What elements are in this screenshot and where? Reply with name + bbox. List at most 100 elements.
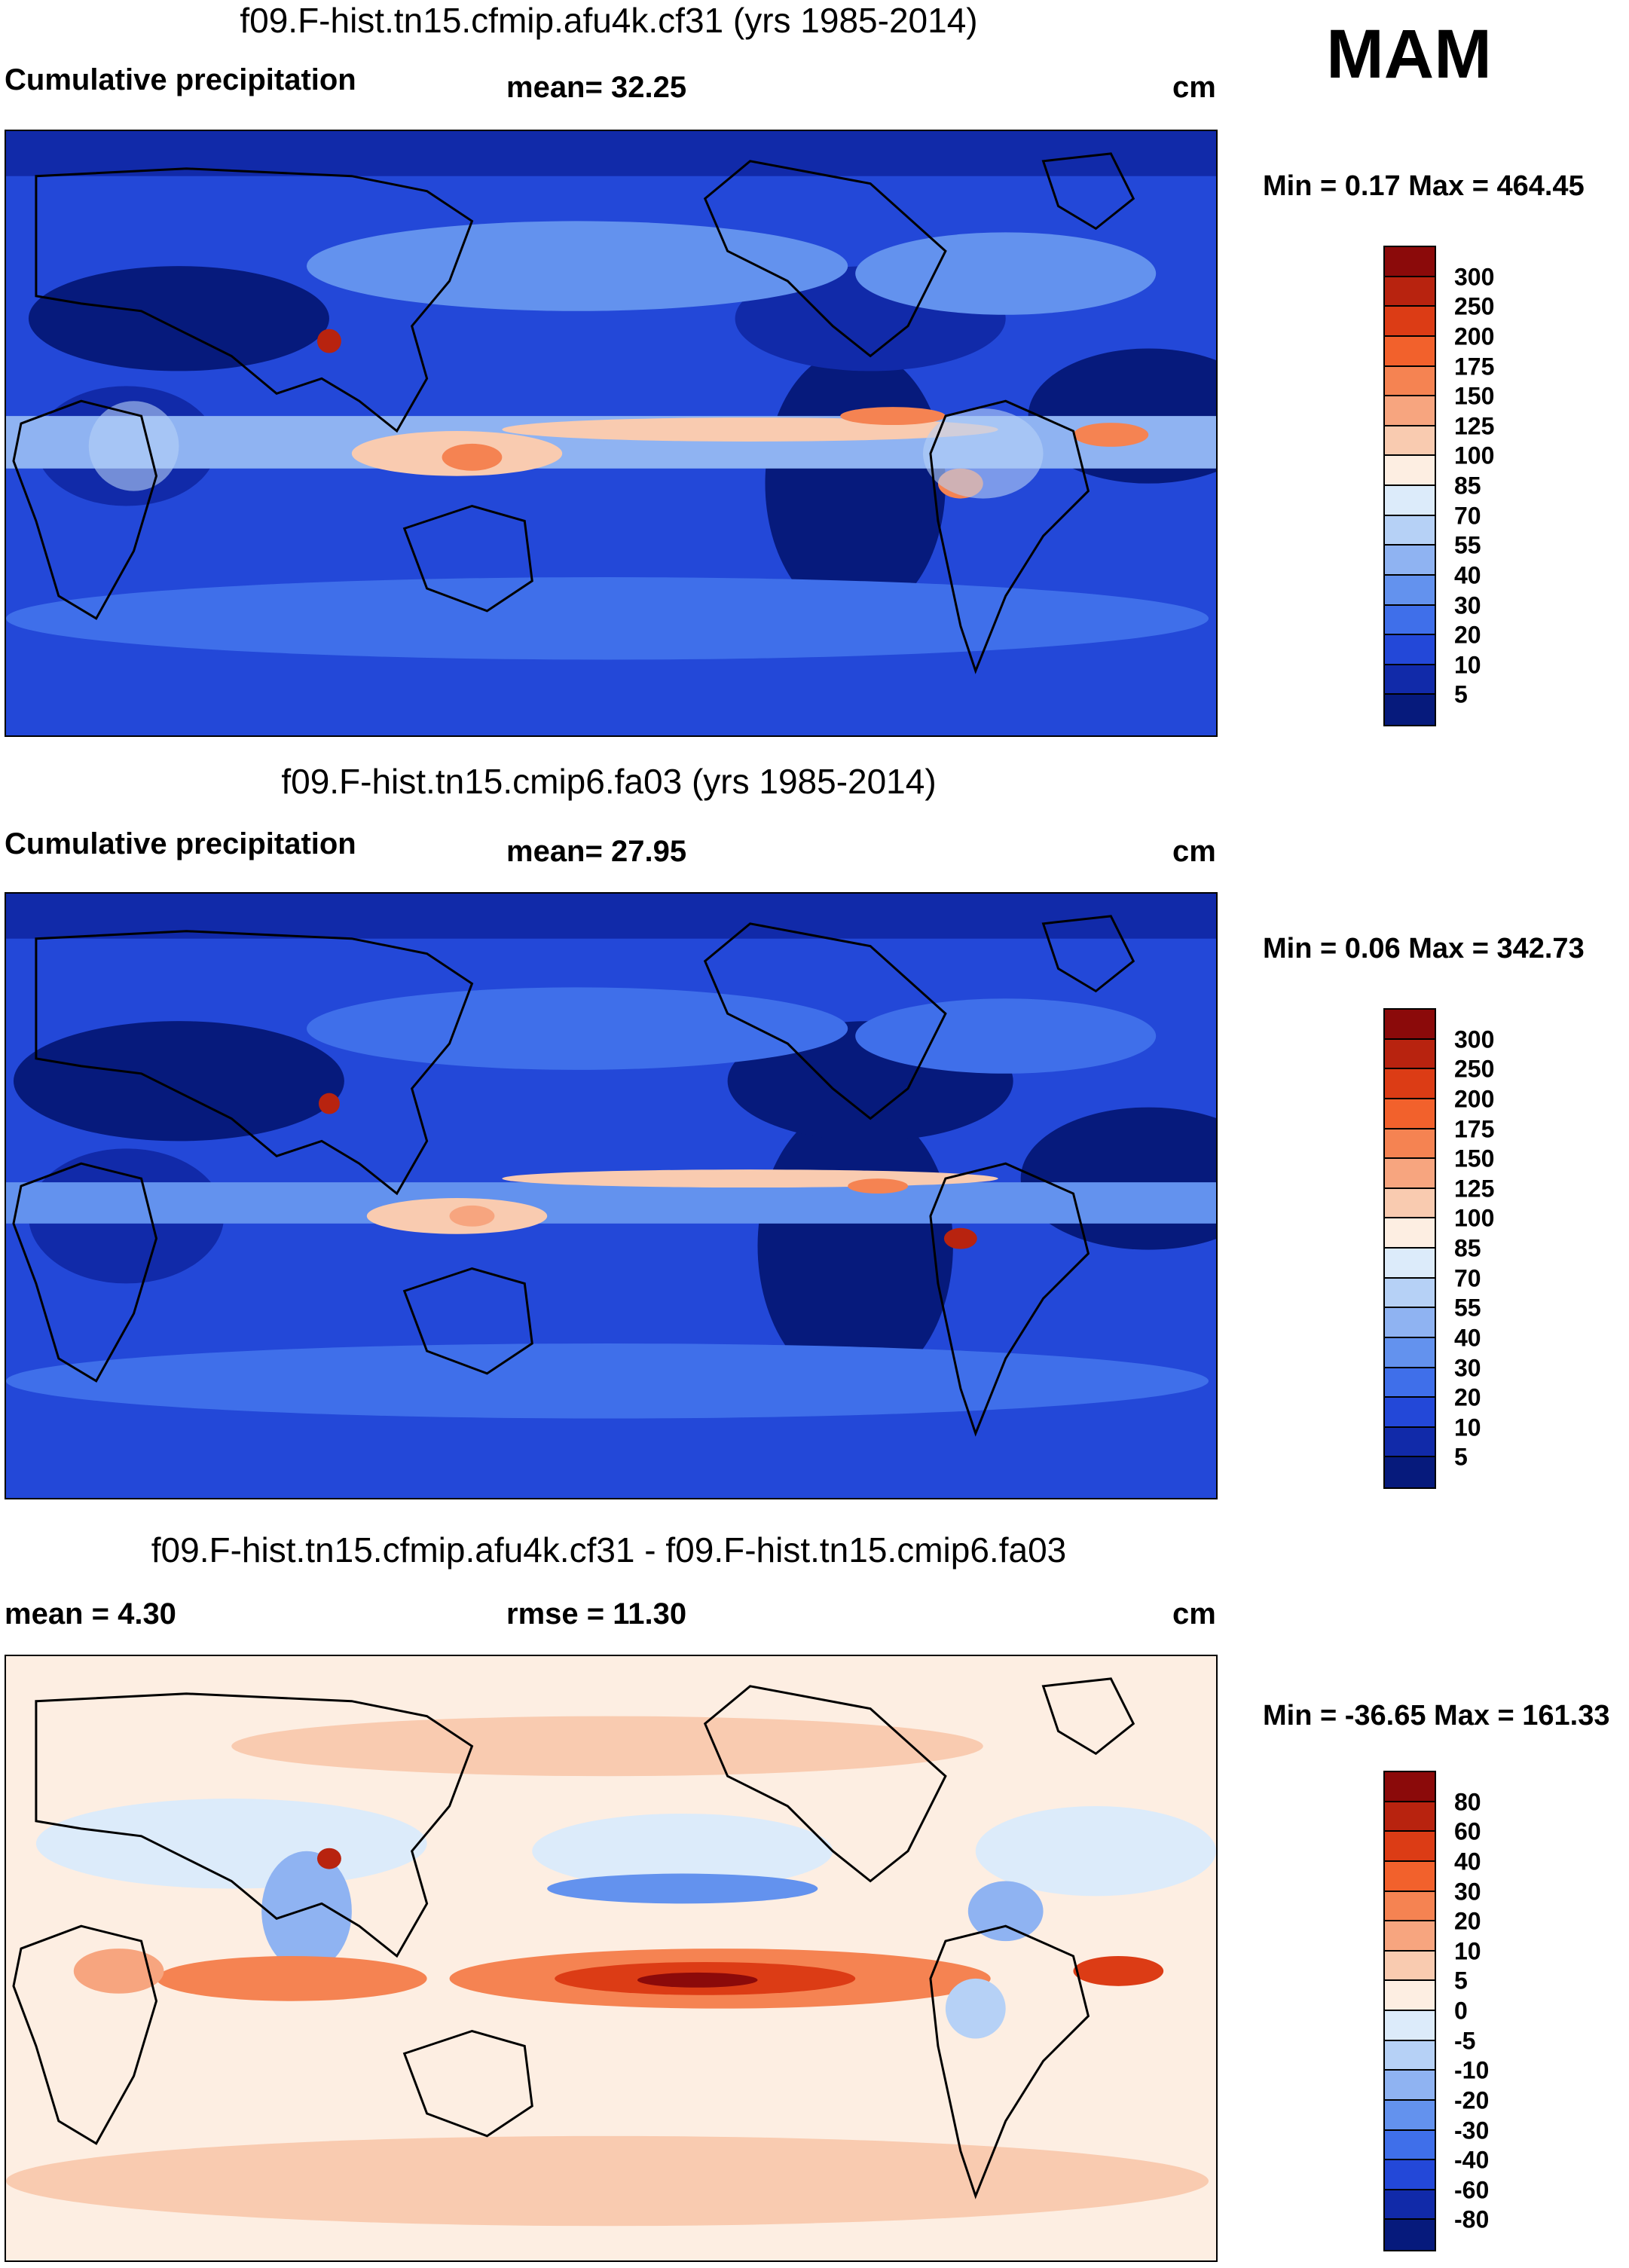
colorbar-segment <box>1385 1802 1435 1832</box>
panel3-map <box>5 1655 1218 2262</box>
panel1-map <box>5 130 1218 737</box>
colorbar-tick-label: 150 <box>1454 1145 1495 1172</box>
panel1-variable-label: Cumulative precipitation <box>5 63 356 96</box>
panel2-variable-label: Cumulative precipitation <box>5 827 356 860</box>
colorbar-tick-label: 10 <box>1454 1937 1481 1965</box>
colorbar-segment <box>1385 336 1435 367</box>
colorbar-segment <box>1385 1981 1435 2011</box>
colorbar-segment <box>1385 1188 1435 1219</box>
colorbar-tick-label: 55 <box>1454 531 1481 559</box>
colorbar-segment <box>1385 2011 1435 2041</box>
colorbar-tick-label: 30 <box>1454 591 1481 619</box>
colorbar-segment <box>1385 635 1435 665</box>
colorbar-tick-label: 60 <box>1454 1817 1481 1845</box>
colorbar-segment <box>1385 1099 1435 1129</box>
panel3-mean-label: mean = 4.30 <box>5 1597 176 1631</box>
colorbar-segment <box>1385 695 1435 725</box>
colorbar-segment <box>1385 1308 1435 1338</box>
colorbar-segment <box>1385 515 1435 546</box>
panel1-minmax: Min = 0.17 Max = 464.45 <box>1263 170 1585 202</box>
colorbar-segment <box>1385 1278 1435 1309</box>
colorbar-tick-label: 40 <box>1454 1324 1481 1352</box>
colorbar-segment <box>1385 1337 1435 1368</box>
colorbar-segment <box>1385 546 1435 576</box>
colorbar-segment <box>1385 1398 1435 1428</box>
colorbar-segment <box>1385 1832 1435 1862</box>
colorbar-segment <box>1385 2130 1435 2161</box>
colorbar-tick-label: 175 <box>1454 1115 1495 1142</box>
colorbar-tick-label: -30 <box>1454 2117 1490 2144</box>
panel2-units-label: cm <box>1172 835 1216 868</box>
colorbar-tick-label: 250 <box>1454 292 1495 320</box>
panel2-map <box>5 892 1218 1499</box>
colorbar-segment <box>1385 1039 1435 1070</box>
colorbar-tick-label: 30 <box>1454 1354 1481 1381</box>
colorbar-segment <box>1385 366 1435 397</box>
panel2-map-svg <box>6 894 1216 1498</box>
colorbar-tick-label: 200 <box>1454 1085 1495 1113</box>
panel1-map-svg <box>6 131 1216 735</box>
colorbar-segment <box>1385 456 1435 486</box>
colorbar-segment <box>1385 575 1435 606</box>
colorbar-tick-label: 20 <box>1454 1383 1481 1411</box>
colorbar-segment <box>1385 2220 1435 2250</box>
colorbar-segment <box>1385 1129 1435 1160</box>
colorbar-segment <box>1385 2100 1435 2131</box>
colorbar-tick-label: 10 <box>1454 651 1481 679</box>
colorbar-tick-label: 55 <box>1454 1294 1481 1322</box>
panel3-title: f09.F-hist.tn15.cfmip.afu4k.cf31 - f09.F… <box>151 1530 1067 1570</box>
colorbar-tick-label: 250 <box>1454 1055 1495 1083</box>
colorbar-tick-label: 30 <box>1454 1878 1481 1905</box>
panel3-rmse-label: rmse = 11.30 <box>506 1597 687 1631</box>
colorbar-segment <box>1385 1069 1435 1099</box>
panel3-colorbar <box>1383 1771 1436 2251</box>
colorbar-tick-label: 100 <box>1454 442 1495 469</box>
colorbar-tick-label: 70 <box>1454 1264 1481 1292</box>
colorbar-segment <box>1385 665 1435 695</box>
colorbar-tick-label: 0 <box>1454 1997 1468 2025</box>
colorbar-tick-label: 40 <box>1454 1848 1481 1875</box>
colorbar-segment <box>1385 605 1435 636</box>
colorbar-segment <box>1385 1249 1435 1279</box>
colorbar-tick-label: 5 <box>1454 680 1468 708</box>
colorbar-tick-label: 125 <box>1454 412 1495 440</box>
colorbar-segment <box>1385 1427 1435 1458</box>
colorbar-segment <box>1385 2190 1435 2221</box>
colorbar-tick-label: 150 <box>1454 382 1495 410</box>
colorbar-segment <box>1385 426 1435 457</box>
colorbar-tick-label: -60 <box>1454 2176 1490 2204</box>
colorbar-tick-label: 20 <box>1454 1907 1481 1935</box>
colorbar-segment <box>1385 277 1435 307</box>
panel2-title: f09.F-hist.tn15.cmip6.fa03 (yrs 1985-201… <box>281 762 937 801</box>
colorbar-segment <box>1385 1159 1435 1189</box>
colorbar-tick-label: 5 <box>1454 1967 1468 1994</box>
colorbar-tick-label: 100 <box>1454 1204 1495 1232</box>
colorbar-tick-label: -20 <box>1454 2086 1490 2114</box>
colorbar-tick-label: -80 <box>1454 2205 1490 2233</box>
panel2-colorbar <box>1383 1008 1436 1489</box>
colorbar-tick-label: 300 <box>1454 1025 1495 1053</box>
colorbar-segment <box>1385 1951 1435 1982</box>
panel1-units-label: cm <box>1172 71 1216 104</box>
colorbar-segment <box>1385 1457 1435 1487</box>
colorbar-segment <box>1385 2040 1435 2071</box>
colorbar-tick-label: -10 <box>1454 2056 1490 2084</box>
colorbar-tick-label: 85 <box>1454 1234 1481 1262</box>
panel2-minmax: Min = 0.06 Max = 342.73 <box>1263 933 1585 964</box>
panel1-colorbar <box>1383 246 1436 726</box>
colorbar-tick-label: 175 <box>1454 353 1495 380</box>
colorbar-tick-label: 5 <box>1454 1443 1468 1471</box>
colorbar-segment <box>1385 396 1435 426</box>
colorbar-tick-label: 300 <box>1454 263 1495 291</box>
panel1-title: f09.F-hist.tn15.cfmip.afu4k.cf31 (yrs 19… <box>240 1 978 40</box>
panel3-units-label: cm <box>1172 1597 1216 1631</box>
colorbar-tick-label: -5 <box>1454 2027 1476 2055</box>
colorbar-segment <box>1385 2071 1435 2101</box>
colorbar-tick-label: 40 <box>1454 561 1481 589</box>
colorbar-tick-label: -40 <box>1454 2146 1490 2174</box>
panel1-mean-label: mean= 32.25 <box>506 71 687 104</box>
colorbar-segment <box>1385 1891 1435 1922</box>
colorbar-segment <box>1385 486 1435 516</box>
colorbar-segment <box>1385 1010 1435 1040</box>
colorbar-tick-label: 200 <box>1454 322 1495 350</box>
